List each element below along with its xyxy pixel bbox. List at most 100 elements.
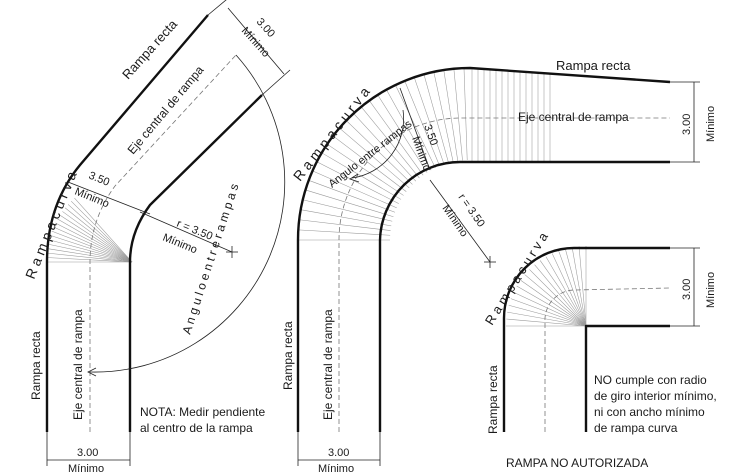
hatch-line [453, 68, 463, 161]
hatch-line [316, 161, 399, 204]
middle-centre-axis [338, 117, 670, 432]
hatch-line [302, 199, 393, 222]
right-figure: R a m p a c u r v a 3.00 Mínimo Rampa re… [482, 229, 717, 470]
middle-angle-arc [351, 109, 404, 179]
hatch-line [423, 74, 449, 163]
hatch-line [46, 257, 133, 263]
hatch-line [545, 256, 587, 327]
hatch-line [413, 77, 445, 165]
hatch-line [64, 207, 133, 263]
left-width-value: 3.50 [87, 170, 111, 189]
left-nota-line2: al centro de la rampa [140, 421, 253, 435]
left-dim-bottom-value: 3.00 [77, 447, 98, 459]
left-top-ext-2 [261, 69, 291, 96]
middle-radius-line [429, 179, 491, 263]
middle-dim-right-value: 3.00 [681, 114, 693, 135]
left-eje-central-bottom: Eje central de rampa [71, 309, 85, 420]
left-dim-bottom-caption: Mínimo [68, 463, 104, 475]
middle-angle-arrow [349, 173, 360, 183]
left-rampa-recta-top: Rampa recta [119, 16, 180, 82]
hatch-line [506, 318, 587, 327]
hatch-line [524, 274, 587, 327]
right-note-line4: de rampa curva [594, 421, 678, 435]
left-centre-axis [89, 54, 237, 432]
middle-rampa-recta-top: Rampa recta [556, 58, 631, 73]
hatch-line [48, 239, 133, 263]
right-note-line3: ni con ancho mínimo [594, 405, 705, 419]
hatch-line [53, 226, 133, 263]
right-outer-wall [502, 246, 670, 432]
right-centre-axis [544, 287, 671, 432]
hatch-line [571, 247, 587, 327]
hatch-line [70, 200, 133, 263]
right-title: RAMPA NO AUTORIZADA [506, 456, 648, 470]
hatch-line [74, 197, 133, 263]
left-top-dim [227, 7, 285, 75]
right-rampa-curva: R a m p a c u r v a [482, 229, 551, 328]
right-note-line2: de giro interior mínimo, [594, 389, 717, 403]
hatch-line [308, 180, 396, 213]
hatch-line [404, 80, 440, 167]
hatch-line [298, 229, 391, 236]
middle-outer-wall [296, 66, 671, 432]
hatch-line [558, 250, 587, 327]
right-rampa-recta: Rampa recta [486, 365, 500, 434]
hatch-line [47, 248, 133, 263]
left-nota-line1: NOTA: Medir pendiente [140, 405, 265, 419]
middle-dim-bottom-value: 3.00 [328, 447, 349, 459]
right-curve-rays [506, 246, 587, 327]
middle-curve-rays [298, 68, 468, 241]
hatch-line [443, 69, 459, 161]
hatch-line [534, 264, 587, 327]
middle-dim-bottom-caption: Mínimo [318, 463, 354, 475]
left-figure: Rampa recta R a m p a c u r v a Eje cent… [22, 0, 291, 475]
hatch-line [46, 252, 133, 263]
left-eje-central-top: Eje central de rampa [125, 63, 207, 157]
hatch-line [299, 219, 391, 231]
hatch-line [513, 291, 587, 327]
hatch-line [332, 135, 407, 192]
left-radius-line [139, 211, 233, 253]
middle-inner-wall [378, 160, 670, 432]
hatch-line [353, 113, 417, 182]
hatch-line [300, 209, 392, 227]
hatch-line [50, 235, 133, 263]
hatch-line [433, 71, 454, 162]
hatch-line [326, 143, 404, 196]
left-curve-rays [46, 197, 133, 263]
hatch-line [539, 260, 587, 327]
hatch-line [578, 246, 587, 327]
hatch-line [463, 68, 468, 161]
left-angle-arc [89, 54, 286, 373]
left-angulo: A n g u l o e n t r e r a m p a s [180, 182, 242, 336]
right-inner-wall [584, 324, 670, 432]
left-outer-wall [45, 14, 209, 432]
hatch-line [361, 106, 420, 179]
hatch-line [551, 253, 587, 327]
hatch-line [57, 218, 133, 263]
middle-width-dim [399, 87, 431, 171]
hatch-line [59, 214, 133, 263]
hatch-line [51, 230, 133, 263]
hatch-line [312, 170, 397, 209]
hatch-line [377, 94, 428, 173]
hatch-line [67, 204, 133, 263]
left-angle-arrow [87, 367, 97, 377]
hatch-line [55, 222, 133, 263]
hatch-line [508, 305, 587, 327]
hatch-line [565, 248, 587, 327]
hatch-line [346, 120, 413, 185]
left-width-caption: Mínimo [73, 186, 111, 211]
hatch-line [62, 211, 133, 263]
hatch-line [339, 127, 410, 189]
hatch-line [529, 269, 587, 327]
left-rampa-curva: R a m p a c u r v a [22, 169, 80, 281]
hatch-line [520, 279, 587, 327]
hatch-line [369, 100, 424, 176]
right-note-line1: NO cumple con radio [594, 373, 707, 387]
middle-dim-right-caption: Mínimo [705, 106, 717, 142]
hatch-line [507, 311, 587, 327]
middle-eje-central-top: Eje central de rampa [518, 110, 629, 124]
left-rampa-recta-bottom: Rampa recta [29, 331, 43, 400]
